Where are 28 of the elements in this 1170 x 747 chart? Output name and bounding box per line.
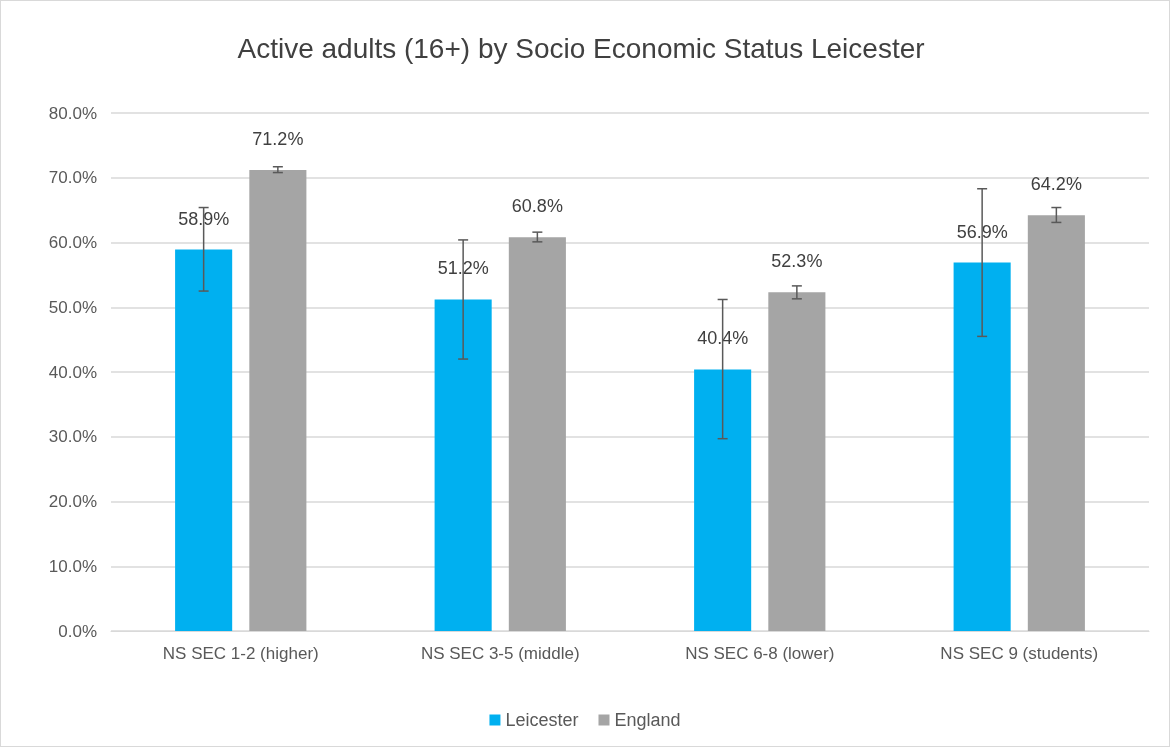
bar (1027, 215, 1085, 631)
bar (434, 299, 492, 631)
y-tick-label: 60.0% (48, 233, 97, 252)
x-tick-label: NS SEC 6-8 (lower) (685, 644, 835, 663)
data-label: 60.8% (511, 196, 563, 217)
x-tick-label: NS SEC 1-2 (higher) (162, 644, 319, 663)
y-tick-label: 20.0% (48, 492, 97, 511)
bar (768, 292, 826, 631)
x-tick-label: NS SEC 9 (students) (940, 644, 1099, 663)
bar (953, 262, 1011, 631)
chart-title: Active adults (16+) by Socio Economic Status Leicester (237, 32, 925, 64)
y-tick-label: 40.0% (48, 362, 97, 382)
y-tick-label: 0.0% (58, 621, 97, 641)
bar (508, 237, 566, 631)
legend-label: England (614, 710, 681, 730)
y-tick-label: 70.0% (48, 168, 97, 188)
x-tick-label: NS SEC 3-5 (middle) (420, 644, 580, 663)
y-tick-label: 10.0% (48, 556, 97, 576)
y-tick-label: 80.0% (48, 103, 97, 123)
bar (694, 369, 752, 631)
data-label: 52.3% (771, 251, 823, 272)
legend-label: Leicester (505, 710, 579, 730)
y-tick-label: 30.0% (48, 427, 97, 447)
data-label: 71.2% (252, 128, 304, 149)
data-label: 64.2% (1030, 174, 1082, 195)
y-tick-label: 50.0% (48, 297, 97, 317)
bar (175, 249, 233, 631)
bar (249, 169, 307, 631)
